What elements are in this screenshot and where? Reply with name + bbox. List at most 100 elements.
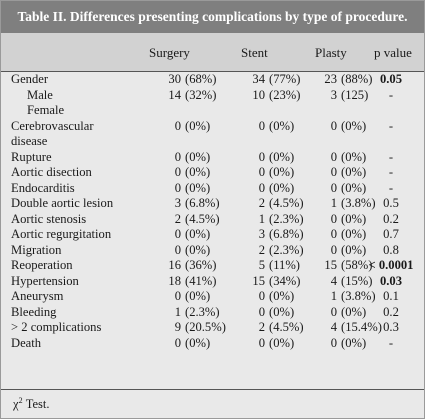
cell-surgery-percent: (0%): [185, 180, 211, 195]
cell-plasty-count: 0: [330, 335, 337, 350]
row-label: Hypertension: [11, 273, 79, 288]
cell-plasty-percent: (58%): [341, 258, 373, 272]
cell-surgery-percent: (0%): [185, 165, 211, 179]
cell-pvalue: 0.05: [379, 72, 403, 86]
cell-surgery-percent: (0%): [185, 227, 211, 241]
cell-surgery-percent: (36%): [185, 258, 217, 272]
cell-surgery-count: 0: [174, 180, 181, 195]
cell-stent-percent: (6.8%): [269, 227, 304, 241]
table-row: Bleeding 1 (2.3%) 0 (0%) 0 (0%) 0.2: [1, 305, 424, 321]
cell-plasty-percent: (0%): [341, 335, 367, 350]
cell-surgery-percent: (20.5%): [185, 320, 226, 334]
cell-surgery-count: 3: [174, 196, 181, 210]
table-row: Cerebrovascular 0 (0%) 0 (0%) 0 (0%) -: [1, 119, 424, 135]
cell-stent-count: 0: [258, 165, 265, 179]
cell-pvalue: 0.7: [383, 227, 399, 241]
cell-stent-count: 1: [258, 211, 265, 226]
cell-stent-percent: (2.3%): [269, 242, 304, 257]
table-body: Gender 30 (68%) 34 (77%) 23 (88%) 0.05 Male 14 (32…: [1, 72, 424, 351]
column-header-surgery: Surgery: [149, 45, 190, 60]
cell-pvalue: 0.2: [383, 304, 399, 319]
table-row: Aortic disection 0 (0%) 0 (0%) 0 (0%) -: [1, 165, 424, 181]
cell-pvalue: 0.8: [383, 242, 399, 257]
cell-stent-percent: (0%): [269, 149, 295, 164]
cell-surgery-count: 0: [174, 118, 181, 133]
cell-plasty-percent: (0%): [341, 227, 367, 241]
table-row: Migration 0 (0%) 2 (2.3%) 0 (0%) 0.8: [1, 243, 424, 259]
cell-plasty-count: 1: [330, 289, 337, 303]
cell-surgery-count: 1: [174, 304, 181, 319]
cell-stent-percent: (0%): [269, 180, 295, 195]
cell-surgery-count: 0: [174, 149, 181, 164]
cell-stent-count: 15: [252, 273, 265, 288]
cell-plasty-count: 23: [324, 72, 337, 86]
cell-pvalue: -: [388, 165, 394, 179]
column-header-plasty: Plasty: [315, 45, 347, 60]
cell-stent-count: 0: [258, 335, 265, 350]
row-label: > 2 complications: [11, 320, 102, 334]
cell-stent-percent: (23%): [269, 87, 301, 102]
row-label: Cerebrovascular: [11, 118, 94, 133]
table-row: Hypertension 18 (41%) 15 (34%) 4 (15%) 0.03: [1, 274, 424, 290]
cell-pvalue: < 0.0001: [368, 258, 414, 272]
cell-stent-count: 0: [258, 289, 265, 303]
cell-surgery-count: 2: [174, 211, 181, 226]
cell-plasty-percent: (0%): [341, 180, 367, 195]
cell-pvalue: 0.03: [379, 273, 403, 288]
cell-plasty-count: 0: [330, 180, 337, 195]
table-row: Double aortic lesion 3 (6.8%) 2 (4.5%) 1 (3.8%…: [1, 196, 424, 212]
cell-pvalue: 0.1: [383, 289, 399, 303]
row-label: Rupture: [11, 149, 52, 164]
row-label: Gender: [11, 72, 49, 86]
cell-stent-count: 2: [258, 242, 265, 257]
cell-surgery-percent: (2.3%): [185, 304, 220, 319]
row-label: Female: [27, 103, 65, 117]
cell-plasty-count: 0: [330, 118, 337, 133]
row-label: Aortic stenosis: [11, 211, 87, 226]
column-header-pvalue: p value: [374, 45, 412, 60]
bottom-rule: [1, 389, 424, 390]
cell-surgery-percent: (68%): [185, 72, 217, 86]
cell-plasty-percent: (125): [341, 87, 369, 102]
footnote-text: Test.: [22, 397, 50, 411]
cell-plasty-percent: (0%): [341, 165, 367, 179]
table-row: Endocarditis 0 (0%) 0 (0%) 0 (0%) -: [1, 181, 424, 197]
cell-pvalue: 0.3: [383, 320, 399, 334]
footnote-symbol: χ: [13, 397, 19, 411]
cell-plasty-count: 3: [330, 87, 337, 102]
cell-surgery-percent: (0%): [185, 335, 211, 350]
cell-pvalue: 0.5: [383, 196, 399, 210]
row-label: Aneurysm: [11, 289, 64, 303]
column-header-stent: Stent: [241, 45, 268, 60]
cell-plasty-percent: (15%): [341, 273, 373, 288]
cell-stent-count: 34: [252, 72, 265, 86]
table-row: Reoperation 16 (36%) 5 (11%) 15 (58%) < 0.0001: [1, 258, 424, 274]
cell-stent-count: 0: [258, 304, 265, 319]
cell-stent-percent: (0%): [269, 289, 295, 303]
column-header-row: Surgery Stent Plasty p value: [1, 33, 424, 72]
cell-surgery-count: 0: [174, 242, 181, 257]
row-label: Death: [11, 335, 42, 350]
cell-plasty-percent: (88%): [341, 72, 373, 86]
cell-plasty-percent: (0%): [341, 149, 367, 164]
cell-surgery-percent: (41%): [185, 273, 217, 288]
cell-plasty-count: 0: [330, 165, 337, 179]
cell-plasty-count: 4: [330, 320, 337, 334]
row-label: Aortic regurgitation: [11, 227, 112, 241]
cell-pvalue: -: [388, 149, 394, 164]
row-label: Migration: [11, 242, 62, 257]
cell-surgery-count: 0: [174, 289, 181, 303]
cell-stent-percent: (0%): [269, 335, 295, 350]
row-label: Aortic disection: [11, 165, 92, 179]
cell-stent-percent: (0%): [269, 118, 295, 133]
cell-plasty-percent: (15.4%): [341, 320, 382, 334]
cell-stent-count: 2: [258, 196, 265, 210]
row-label: Endocarditis: [11, 180, 75, 195]
cell-stent-count: 10: [252, 87, 265, 102]
table-title: Table II. Differences presenting complic…: [1, 1, 424, 33]
cell-surgery-count: 30: [168, 72, 181, 86]
table-row: Aneurysm 0 (0%) 0 (0%) 1 (3.8%) 0.1: [1, 289, 424, 305]
cell-surgery-percent: (0%): [185, 242, 211, 257]
cell-stent-count: 0: [258, 118, 265, 133]
